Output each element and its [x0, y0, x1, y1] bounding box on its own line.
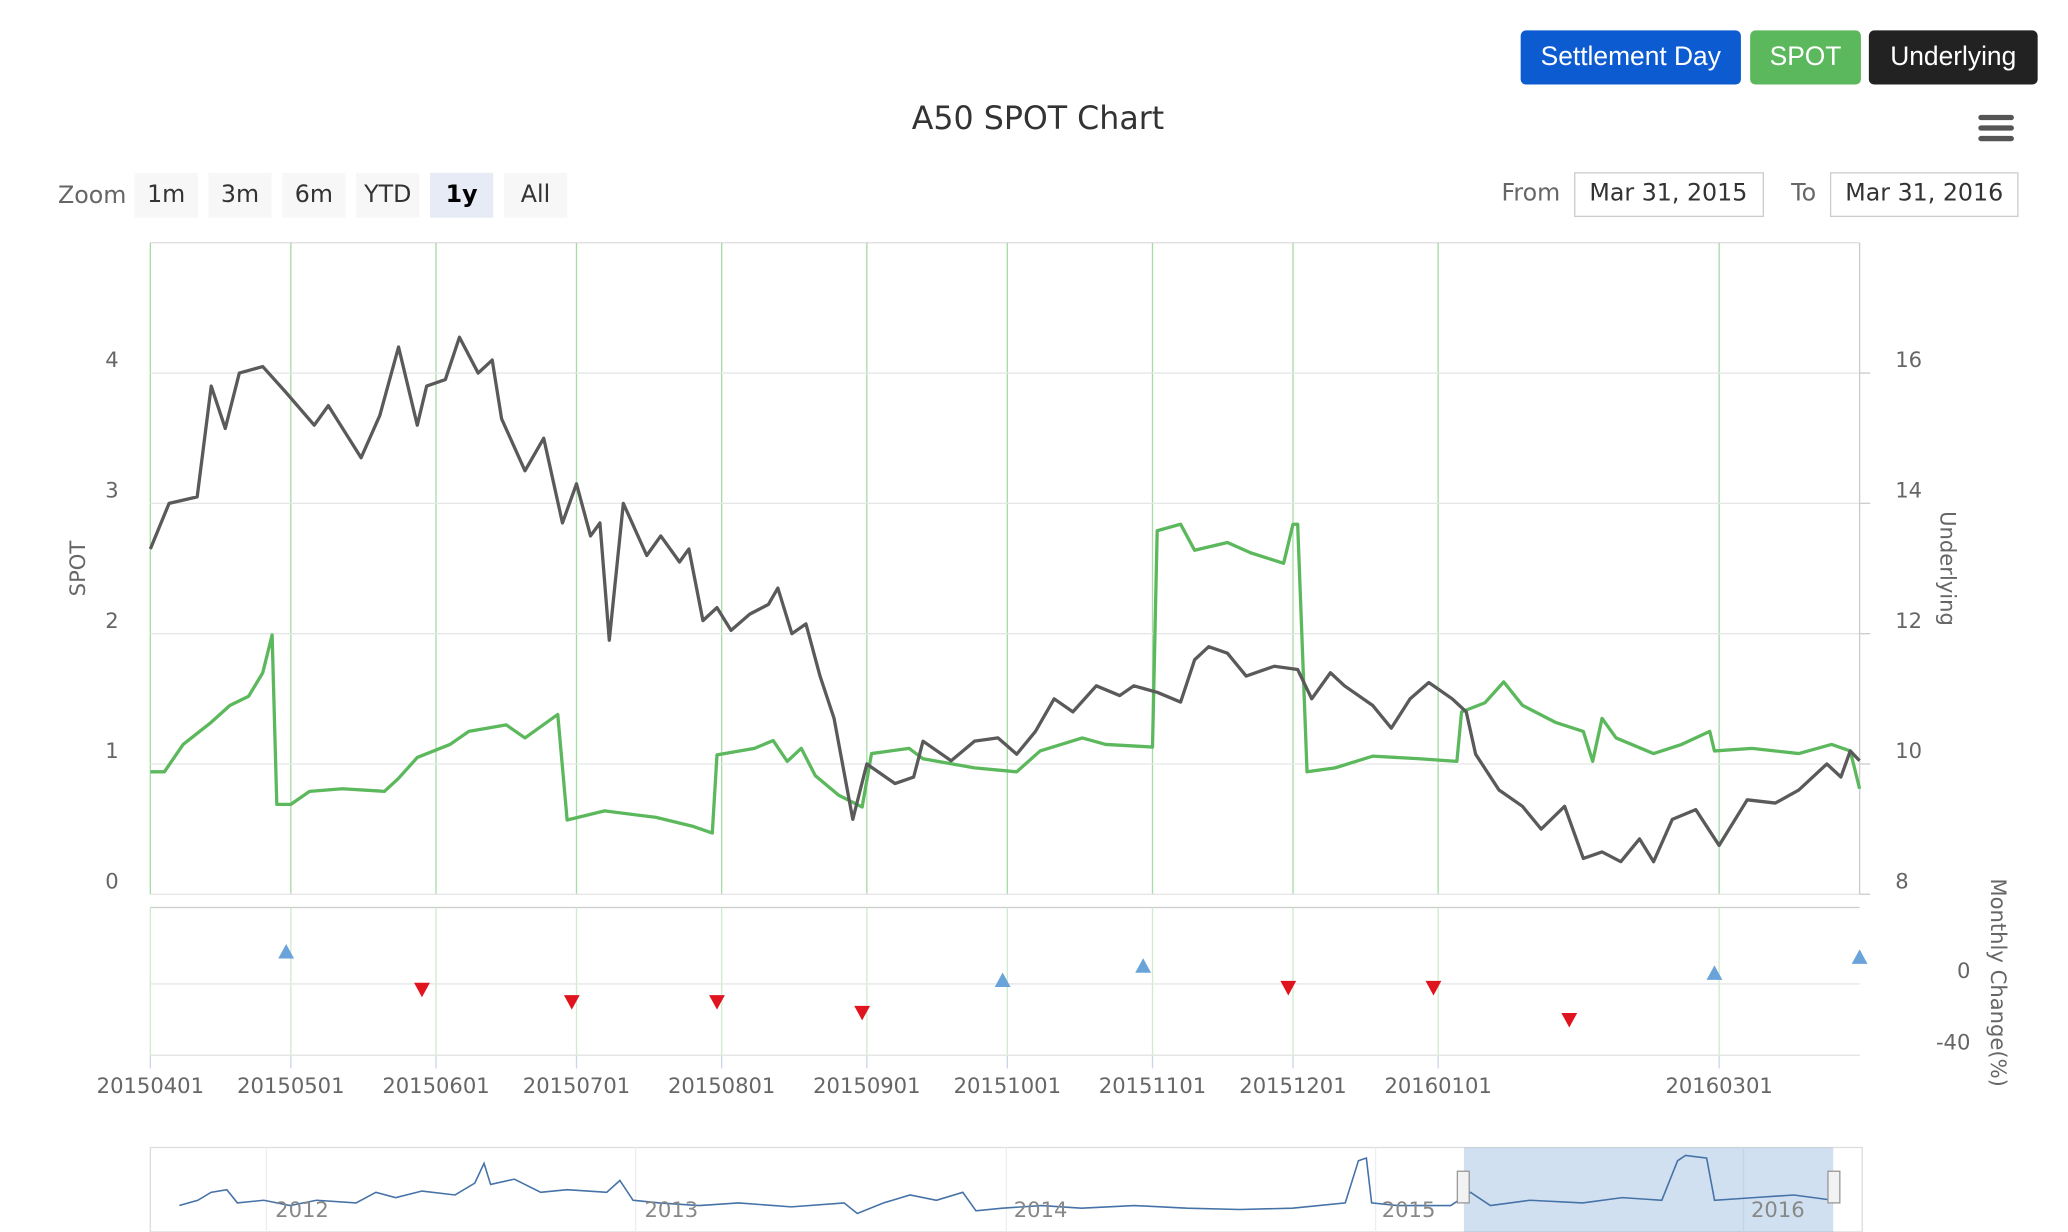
- y2-tick-label: 14: [1895, 477, 1922, 502]
- down-marker: [563, 995, 580, 1010]
- range-button-label[interactable]: 1m: [147, 180, 185, 208]
- zoom-label: Zoom: [58, 181, 126, 209]
- y2-tick-label: 10: [1895, 738, 1922, 763]
- y2-tick-label: 16: [1895, 347, 1922, 372]
- x-tick-label: 20150701: [523, 1073, 630, 1098]
- menu-bar[interactable]: [1978, 125, 2014, 131]
- x-tick-label: 20150601: [382, 1073, 489, 1098]
- range-buttons: 1m 3m 6m YTD 1y All: [134, 172, 568, 218]
- y3-tick-label: -40: [1936, 1029, 1970, 1054]
- x-tick-label: 20160101: [1384, 1073, 1491, 1098]
- underlying-button[interactable]: Underlying: [1868, 30, 2038, 85]
- range-button-bg[interactable]: [282, 172, 346, 218]
- button-label[interactable]: Settlement Day: [1541, 41, 1722, 71]
- down-marker: [1280, 980, 1297, 996]
- menu-bar[interactable]: [1978, 114, 2014, 121]
- range-button-label[interactable]: 1y: [446, 180, 479, 208]
- from-input[interactable]: Mar 31, 2015: [1574, 172, 1764, 218]
- y-axis-title: SPOT: [65, 541, 90, 597]
- button-bg[interactable]: [1868, 30, 2038, 85]
- y-tick-label: 2: [105, 608, 118, 633]
- input-box[interactable]: [1829, 172, 2019, 218]
- to-date[interactable]: Mar 31, 2016: [1845, 178, 2003, 206]
- series-line: [150, 522, 1862, 835]
- navigator[interactable]: 2012 2013 2014 2015 2016: [149, 1146, 1863, 1232]
- range-button[interactable]: 1y: [429, 172, 494, 218]
- range-button[interactable]: YTD: [356, 172, 420, 218]
- y-tick-label: 4: [105, 347, 118, 372]
- y2-tick-label: 8: [1895, 868, 1908, 893]
- button-bg[interactable]: [1520, 30, 1741, 85]
- x-tick-label: 20151101: [1099, 1073, 1206, 1098]
- range-button-label[interactable]: 3m: [221, 180, 259, 208]
- chart-title: A50 SPOT Chart: [912, 101, 1164, 137]
- down-marker: [1561, 1012, 1578, 1028]
- button-label[interactable]: Underlying: [1890, 41, 2016, 71]
- range-button[interactable]: 1m: [134, 172, 198, 218]
- from-label: From: [1501, 178, 1560, 206]
- button-bg[interactable]: [1750, 30, 1861, 85]
- x-tick-label: 20151201: [1239, 1073, 1346, 1098]
- menu-bar[interactable]: [1978, 135, 2014, 142]
- from-date[interactable]: Mar 31, 2015: [1589, 178, 1747, 206]
- range-button[interactable]: 6m: [282, 172, 346, 218]
- up-marker: [1135, 958, 1152, 973]
- to-label: To: [1790, 178, 1816, 206]
- marks: [148, 335, 1868, 1028]
- y2-tick-label: 12: [1895, 608, 1922, 633]
- down-marker: [709, 995, 725, 1010]
- y-tick-label: 3: [105, 477, 118, 502]
- range-button-bg[interactable]: [208, 172, 272, 218]
- range-button-bg[interactable]: [134, 172, 198, 218]
- x-tick-label: 20160301: [1665, 1073, 1772, 1098]
- range-button-bg[interactable]: [503, 172, 568, 218]
- x-tick-label: 20150901: [813, 1073, 920, 1098]
- navigator-label: 2015: [1382, 1197, 1436, 1222]
- range-button[interactable]: All: [503, 172, 568, 218]
- navigator-label: 2012: [275, 1197, 329, 1222]
- navigator-label: 2016: [1751, 1197, 1805, 1222]
- settlement-day-button[interactable]: Settlement Day: [1520, 30, 1741, 85]
- x-tick-label: 20150401: [97, 1073, 204, 1098]
- navigator-label: 2014: [1014, 1197, 1068, 1222]
- y-tick-label: 0: [105, 868, 118, 893]
- range-button[interactable]: 3m: [208, 172, 272, 218]
- down-marker: [854, 1005, 871, 1021]
- navigator-handle[interactable]: [1827, 1170, 1841, 1204]
- y-tick-label: 1: [105, 738, 118, 763]
- x-tick-label: 20151001: [954, 1073, 1061, 1098]
- up-marker: [1706, 965, 1723, 980]
- y2-axis-title: Underlying: [1936, 511, 1961, 626]
- menu-button[interactable]: [1978, 114, 2014, 142]
- x-tick-label: 20150801: [668, 1073, 775, 1098]
- range-button-bg[interactable]: [356, 172, 420, 218]
- range-button-bg[interactable]: [429, 172, 494, 218]
- navigator-handle[interactable]: [1456, 1170, 1470, 1204]
- series-line: [148, 335, 1861, 864]
- up-marker: [1851, 949, 1868, 964]
- y3-axis-title: Monthly Change(%): [1986, 878, 2011, 1086]
- navigator-selection[interactable]: [1463, 1147, 1834, 1232]
- down-marker: [1425, 980, 1442, 996]
- spot-button[interactable]: SPOT: [1750, 30, 1861, 85]
- up-marker: [994, 972, 1011, 988]
- x-tick-label: 20150501: [237, 1073, 344, 1098]
- button-label[interactable]: SPOT: [1770, 41, 1842, 71]
- up-marker: [278, 944, 295, 959]
- to-input[interactable]: Mar 31, 2016: [1829, 172, 2019, 218]
- range-button-label[interactable]: 6m: [295, 180, 333, 208]
- navigator-label: 2013: [644, 1197, 698, 1222]
- down-marker: [414, 982, 430, 998]
- grid: 20150401 20150501 20150601 20150701 20150801…: [97, 242, 1970, 1098]
- range-button-label[interactable]: YTD: [363, 180, 411, 208]
- navigator-line: [179, 1154, 1834, 1215]
- input-box[interactable]: [1574, 172, 1764, 218]
- range-button-label[interactable]: All: [521, 180, 550, 208]
- y3-tick-label: 0: [1957, 958, 1970, 983]
